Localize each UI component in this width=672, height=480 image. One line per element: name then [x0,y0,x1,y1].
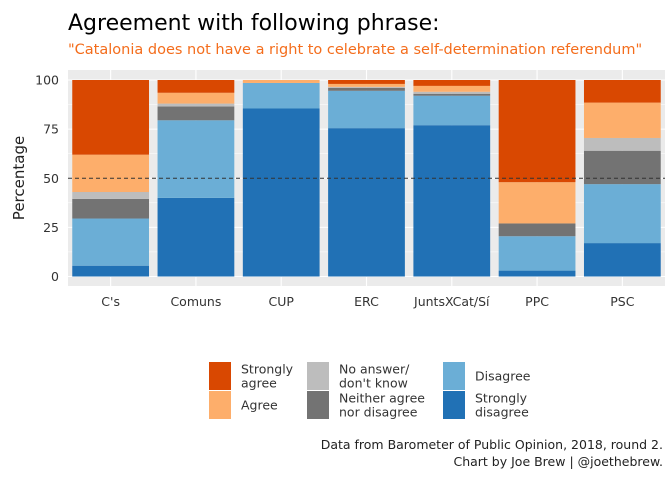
chart-subtitle: "Catalonia does not have a right to cele… [68,42,642,58]
bar-psc-strongly-disagree [583,243,661,277]
caption-line-2: Chart by Joe Brew | @joethebrew. [453,454,663,469]
bar-juntsxcat-s-neither-agree-nor-disagree [413,93,491,96]
legend-swatch-agree [209,391,231,419]
bar-comuns-disagree [157,120,235,198]
bar-juntsxcat-s-strongly-agree [413,80,491,86]
bar-comuns-neither-agree-nor-disagree [157,106,235,121]
bar-psc-strongly-agree [583,80,661,103]
bar-juntsxcat-s-strongly-disagree [413,125,491,277]
legend-swatch-no-answer-don-t-know [307,362,329,390]
bar-juntsxcat-s-no-answer-don-t-know [413,91,491,94]
legend-label-no-answer-don-t-know: No answer/don't know [339,362,410,391]
legend-swatch-strongly-agree [209,362,231,390]
legend-swatch-disagree [443,362,465,390]
x-tick-label: PPC [525,294,549,309]
x-tick-label: JuntsXCat/Sí [413,294,490,309]
bar-erc-strongly-disagree [328,128,405,277]
legend: Strongly agree Agree No answer/don't knowNe… [209,362,531,420]
bar-c-s-disagree [72,218,150,266]
bar-ppc-strongly-disagree [498,270,576,277]
legend-label-strongly-disagree: Strongly disagree [475,391,529,420]
y-axis-title: Percentage [10,136,28,220]
bar-erc-agree [328,83,405,87]
bar-c-s-agree [72,154,150,193]
bar-comuns-no-answer-don-t-know [157,103,235,107]
bar-erc-disagree [328,90,405,129]
bar-c-s-strongly-agree [72,80,150,155]
legend-label-agree: Agree [241,398,278,413]
x-tick-label: C's [101,294,120,309]
bar-cup-strongly-disagree [242,108,320,277]
bar-ppc-neither-agree-nor-disagree [498,223,576,237]
bar-juntsxcat-s-disagree [413,95,491,126]
bar-comuns-strongly-disagree [157,197,235,277]
bar-psc-disagree [583,184,661,244]
y-tick-label: 75 [43,122,59,137]
legend-label-neither-agree-nor-disagree: Neither agree nor disagree [339,391,425,420]
bar-erc-neither-agree-nor-disagree [328,87,405,91]
y-tick-label: 25 [43,220,59,235]
bar-erc-strongly-agree [328,80,405,84]
bar-ppc-agree [498,182,576,224]
bar-c-s-strongly-disagree [72,265,150,277]
x-tick-label: Comuns [170,294,221,309]
legend-swatch-strongly-disagree [443,391,465,419]
bar-ppc-disagree [498,236,576,271]
x-tick-label: CUP [269,294,295,309]
bar-c-s-no-answer-don-t-know [72,192,150,199]
y-tick-label: 50 [43,171,59,186]
legend-label-disagree: Disagree [475,369,531,384]
plot-area: 0 25 50 75 100 C's Comuns CUP ERC JuntsXCat/Sí PPC… [35,70,665,309]
bar-comuns-strongly-agree [157,80,235,93]
bar-psc-neither-agree-nor-disagree [583,150,661,185]
bar-psc-agree [583,102,661,138]
y-tick-label: 0 [51,269,59,284]
chart-title: Agreement with following phrase: [68,11,440,36]
legend-label-strongly-agree: Strongly agree [241,362,294,391]
bar-c-s-neither-agree-nor-disagree [72,198,150,219]
bar-psc-no-answer-don-t-know [583,137,661,151]
x-tick-label: PSC [610,294,634,309]
x-tick-label: ERC [354,294,379,309]
y-tick-label: 100 [35,73,59,88]
bar-cup-agree [242,80,320,83]
bar-cup-disagree [242,82,320,109]
bar-comuns-agree [157,92,235,104]
bar-erc-no-answer-don-t-know [328,86,405,88]
legend-swatch-neither-agree-nor-disagree [307,391,329,419]
bar-ppc-strongly-agree [498,80,576,183]
caption-line-1: Data from Barometer of Public Opinion, 2… [321,437,663,452]
bar-juntsxcat-s-agree [413,85,491,92]
